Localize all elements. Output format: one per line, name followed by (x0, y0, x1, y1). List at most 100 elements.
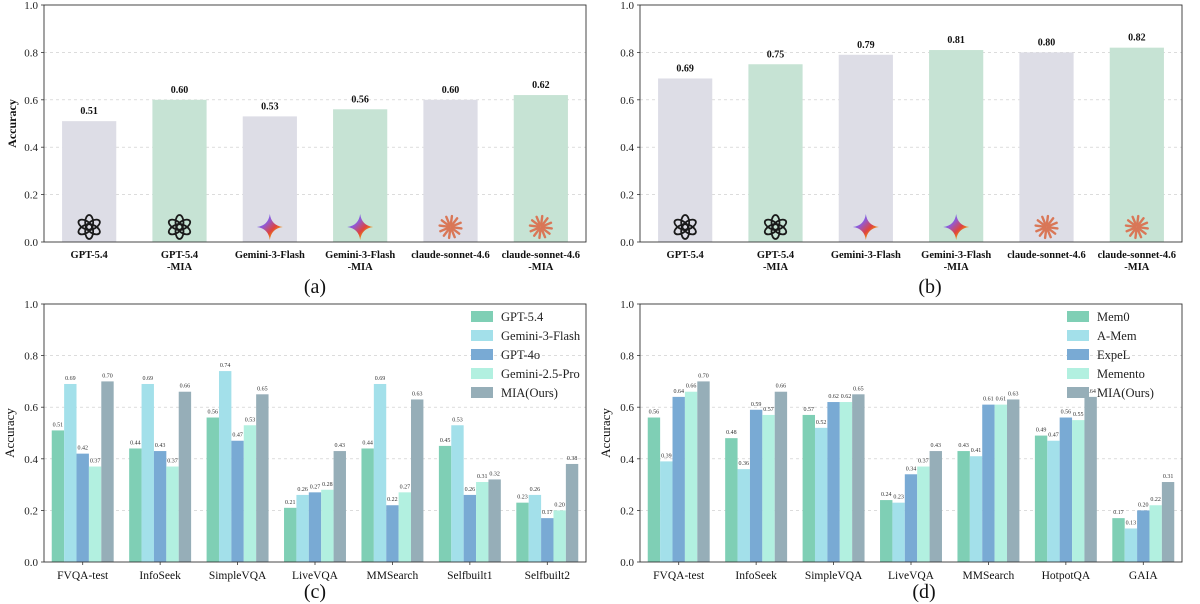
x-tick-label: GAIA (1129, 570, 1158, 582)
bar (658, 78, 713, 242)
bar (516, 502, 529, 562)
bar (476, 482, 489, 562)
y-tick-label: 0.0 (24, 237, 38, 249)
bar-value-label: 0.51 (53, 422, 64, 428)
bar-value-label: 0.66 (686, 384, 697, 390)
bar (333, 451, 346, 562)
y-tick-label: 0.2 (24, 190, 38, 202)
bar (76, 453, 89, 562)
bar-value-label: 0.17 (542, 510, 553, 516)
bar (684, 391, 698, 562)
bar-value-label: 0.47 (1048, 433, 1059, 439)
x-tick-label: MMSearch (367, 570, 419, 582)
bar-value-label: 0.39 (661, 453, 672, 459)
gemini-icon (347, 214, 374, 240)
bar-value-label: 0.62 (532, 80, 550, 91)
plot-frame (639, 4, 1183, 243)
legend-swatch (1067, 349, 1089, 360)
x-tick-label: InfoSeek (139, 570, 181, 582)
legend-swatch (471, 349, 493, 360)
bar-value-label: 0.56 (208, 410, 219, 416)
y-tick-label: 0.0 (24, 557, 38, 569)
bar (892, 502, 905, 562)
bar-value-label: 0.55 (1073, 412, 1084, 418)
y-tick-label: 0.4 (24, 142, 38, 154)
bar-value-label: 0.22 (387, 497, 398, 503)
bar-value-label: 0.65 (257, 386, 268, 392)
bar-value-label: 0.49 (1036, 428, 1047, 434)
bar-value-label: 0.69 (676, 63, 694, 74)
bar (1007, 399, 1020, 562)
bar (218, 371, 232, 562)
y-tick-label: 0.6 (24, 95, 38, 107)
gemini-icon (852, 214, 879, 240)
x-tick-label: InfoSeek (735, 570, 777, 582)
bar (178, 391, 192, 562)
bar (129, 448, 142, 562)
bar-value-label: 0.32 (489, 471, 500, 477)
bar (1161, 482, 1175, 562)
bar-value-label: 0.61 (983, 397, 994, 403)
bar (917, 466, 930, 562)
bar-value-label: 0.79 (857, 40, 875, 51)
bar-value-label: 0.26 (465, 487, 476, 493)
bar-value-label: 0.53 (245, 417, 256, 423)
panel-caption: (c) (304, 581, 326, 603)
bar-value-label: 0.27 (400, 484, 411, 490)
bar (1109, 47, 1164, 242)
legend-label: ExpeL (1097, 348, 1130, 362)
bar-value-label: 0.44 (130, 440, 141, 446)
legend-swatch (1067, 330, 1089, 341)
bar (1149, 505, 1162, 562)
bar-value-label: 0.31 (1163, 474, 1174, 480)
bar-value-label: 0.64 (1085, 389, 1096, 395)
bar-value-label: 0.60 (442, 85, 460, 96)
y-tick-label: 1.0 (620, 0, 634, 12)
claude-icon (1124, 214, 1149, 240)
bar (152, 99, 207, 242)
bar (553, 510, 566, 562)
bar-value-label: 0.37 (918, 459, 929, 465)
chart-c: 0.0 0.2 0.4 0.6 0.8 1.0 0.51 0.69 0.42 0.37 0.70 FV… (2, 299, 587, 603)
y-tick-label: 0.2 (24, 505, 38, 517)
y-tick-label: 0.6 (620, 95, 634, 107)
bar (206, 417, 219, 562)
bar-value-label: 0.70 (102, 373, 113, 379)
bar (1137, 510, 1150, 562)
bar (957, 451, 970, 562)
x-tick-label: FVQA-test (57, 570, 109, 582)
x-tick-label: Gemini-3-Flash (235, 250, 305, 261)
plot-frame (43, 303, 587, 563)
y-tick-label: 0.0 (620, 557, 634, 569)
bar-value-label: 0.66 (180, 384, 191, 390)
bar (748, 64, 803, 242)
legend: GPT-5.4 Gemini-3-Flash GPT-4o Gemini-2.5-Pr… (471, 310, 581, 400)
legend-label: Memento (1097, 367, 1145, 381)
bar-value-label: 0.41 (971, 448, 982, 454)
bar-value-label: 0.23 (517, 495, 528, 501)
bar-value-label: 0.36 (739, 461, 750, 467)
y-tick-label: 0.6 (620, 402, 634, 414)
legend-label: Gemini-3-Flash (501, 329, 581, 343)
bar (697, 381, 710, 562)
bar (101, 381, 114, 562)
bar-value-label: 0.53 (261, 101, 279, 112)
bar-value-label: 0.69 (375, 376, 386, 382)
bar-value-label: 0.43 (958, 443, 969, 449)
bar-value-label: 0.62 (828, 394, 839, 400)
chart-a: 0.0 0.2 0.4 0.6 0.8 1.0 0.51 GPT-5.4 0.60 GPT-5.4… (5, 0, 587, 298)
x-tick-label: LiveVQA (888, 570, 935, 582)
bar-value-label: 0.24 (881, 492, 892, 498)
bar (1124, 528, 1138, 562)
y-tick-label: 1.0 (620, 299, 634, 311)
x-tick-label: GPT-5.4 -MIA (757, 250, 795, 273)
bar (488, 479, 501, 562)
bar (672, 396, 685, 562)
x-tick-label: Selfbuilt1 (447, 570, 493, 582)
legend-swatch (471, 368, 493, 379)
bar (398, 492, 412, 562)
bar (361, 448, 374, 562)
x-tick-label: FVQA-test (653, 570, 705, 582)
bar (51, 430, 65, 562)
openai-icon (77, 214, 101, 240)
